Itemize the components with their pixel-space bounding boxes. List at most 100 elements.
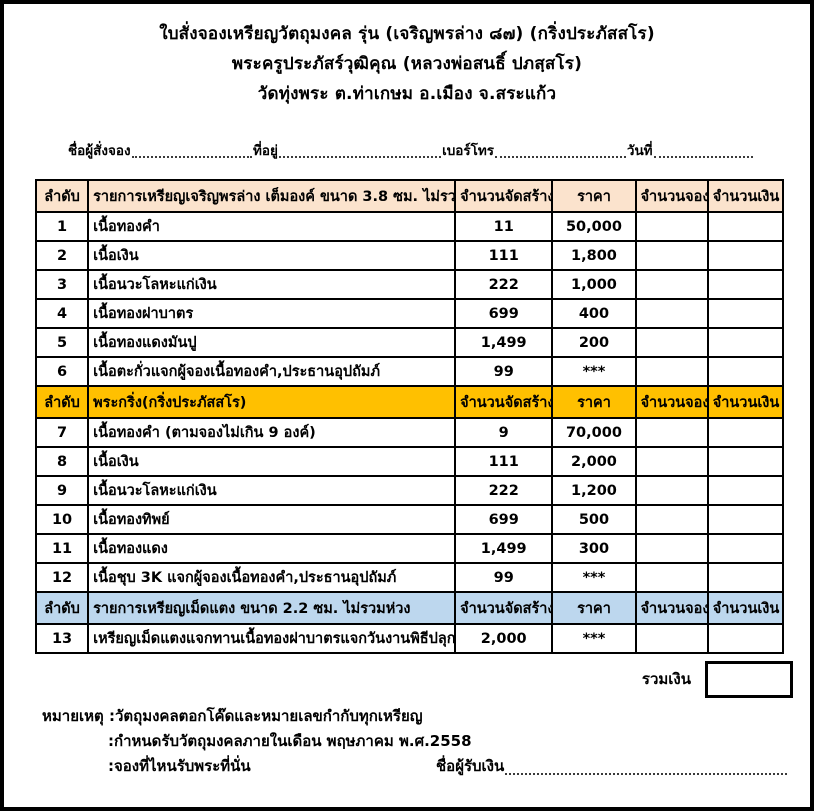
doc-title: ใบสั่งจองเหรียญวัตถุมงคล รุ่น (เจริญพรล่… — [159, 24, 655, 44]
total-amount-box — [705, 660, 793, 698]
row-no: 10 — [34, 504, 90, 535]
col-header-amount: จำนวนเงิน — [706, 385, 785, 419]
row-desc: เนื้อทองแดงมันปู — [87, 327, 457, 358]
col-header-qty: จำนวนจัดสร้าง — [454, 385, 554, 419]
row-price: *** — [551, 356, 637, 387]
row-order-blank — [634, 211, 709, 242]
table-row: 5 เนื้อทองแดงมันปู 1,499 200 — [34, 327, 785, 358]
table-row: 1 เนื้อทองคำ 11 50,000 — [34, 211, 785, 242]
row-order-blank — [634, 533, 709, 564]
total-label: รวมเงิน — [641, 670, 691, 688]
col-header-qty: จำนวนจัดสร้าง — [454, 179, 554, 213]
table-row: 9 เนื้อนวะโลหะแก่เงิน 222 1,200 — [34, 475, 785, 506]
document-header: ใบสั่งจองเหรียญวัตถุมงคล รุ่น (เจริญพรล่… — [4, 4, 810, 109]
buyer-name-label: ชื่อผู้สั่งจอง — [68, 143, 131, 159]
section3-header-row: ลำดับ รายการเหรียญเม็ดแตง ขนาด 2.2 ซม. ไ… — [34, 591, 785, 625]
row-order-blank — [634, 446, 709, 477]
receiver-line: ชื่อผู้รับเงิน — [436, 756, 788, 778]
row-qty: 222 — [454, 269, 554, 300]
row-order-blank — [634, 269, 709, 300]
col-header-order: จำนวนจอง — [634, 385, 709, 419]
row-no: 9 — [34, 475, 90, 506]
row-desc: เนื้อทองคำ (ตามจองไม่เกิน 9 องค์) — [87, 417, 457, 448]
row-desc: เนื้อชุบ 3K แจกผู้จองเนื้อทองคำ,ประธานอุ… — [87, 562, 457, 593]
date-label: วันที่ — [626, 143, 653, 159]
row-qty: 1,499 — [454, 533, 554, 564]
row-desc: เนื้อทองทิพย์ — [87, 504, 457, 535]
row-amount-blank — [706, 533, 785, 564]
table-row: 4 เนื้อทองฝาบาตร 699 400 — [34, 298, 785, 329]
row-no: 11 — [34, 533, 90, 564]
receiver-blank — [505, 765, 787, 775]
row-qty: 9 — [454, 417, 554, 448]
row-desc: เนื้อทองคำ — [87, 211, 457, 242]
row-qty: 699 — [454, 504, 554, 535]
row-price: 400 — [551, 298, 637, 329]
row-order-blank — [634, 298, 709, 329]
row-qty: 99 — [454, 356, 554, 387]
row-price: 500 — [551, 504, 637, 535]
row-order-blank — [634, 562, 709, 593]
row-price: 1,200 — [551, 475, 637, 506]
address-blank — [278, 148, 442, 158]
table-row: 2 เนื้อเงิน 111 1,800 — [34, 240, 785, 271]
col-header-amount: จำนวนเงิน — [706, 179, 785, 213]
col-header-no: ลำดับ — [34, 591, 90, 625]
total-row: รวมเงิน — [4, 660, 810, 698]
address-label: ที่อยู่ — [252, 143, 278, 159]
phone-label: เบอร์โทร — [442, 143, 495, 159]
buyer-info-line: ชื่อผู้สั่งจอง ที่อยู่ เบอร์โทร วันที่ — [68, 139, 754, 161]
row-amount-blank — [706, 240, 785, 271]
row-price: 200 — [551, 327, 637, 358]
row-desc: เนื้อเงิน — [87, 240, 457, 271]
row-desc: เหรียญเม็ดแตงแจกทานเนื้อทองฝาบาตรแจกวันง… — [87, 623, 457, 654]
col-header-no: ลำดับ — [34, 385, 90, 419]
col-header-no: ลำดับ — [34, 179, 90, 213]
col-header-price: ราคา — [551, 591, 637, 625]
row-qty: 111 — [454, 240, 554, 271]
row-no: 8 — [34, 446, 90, 477]
section2-header-row: ลำดับ พระกริ่ง(กริ่งประภัสสโร) จำนวนจัดส… — [34, 385, 785, 419]
col-header-order: จำนวนจอง — [634, 591, 709, 625]
row-order-blank — [634, 504, 709, 535]
row-price: 300 — [551, 533, 637, 564]
table-row: 13 เหรียญเม็ดแตงแจกทานเนื้อทองฝาบาตรแจกว… — [34, 623, 785, 654]
col-header-price: ราคา — [551, 179, 637, 213]
row-desc: เนื้อเงิน — [87, 446, 457, 477]
note-line-3: :จองที่ไหนรับพระที่นั่น — [108, 757, 251, 775]
row-qty: 1,499 — [454, 327, 554, 358]
row-order-blank — [634, 475, 709, 506]
doc-subtitle-monk: พระครูประภัสร์วุฒิคุณ (หลวงพ่อสนธิ์ ปภสฺ… — [231, 54, 583, 74]
row-price: *** — [551, 562, 637, 593]
row-price: 1,800 — [551, 240, 637, 271]
row-price: *** — [551, 623, 637, 654]
row-no: 2 — [34, 240, 90, 271]
row-no: 13 — [34, 623, 90, 654]
section1-header-row: ลำดับ รายการเหรียญเจริญพรล่าง เต็มองค์ ข… — [34, 179, 785, 213]
row-desc: เนื้อทองแดง — [87, 533, 457, 564]
buyer-name-blank — [131, 148, 252, 158]
note-line-1: หมายเหตุ :วัตถุมงคลตอกโค๊ดและหมายเลขกำกั… — [42, 707, 423, 725]
row-amount-blank — [706, 327, 785, 358]
doc-subtitle-temple: วัดทุ่งพระ ต.ท่าเกษม อ.เมือง จ.สระแก้ว — [257, 84, 557, 104]
row-amount-blank — [706, 269, 785, 300]
row-amount-blank — [706, 356, 785, 387]
row-no: 7 — [34, 417, 90, 448]
row-order-blank — [634, 327, 709, 358]
row-price: 2,000 — [551, 446, 637, 477]
row-no: 6 — [34, 356, 90, 387]
col-header-price: ราคา — [551, 385, 637, 419]
col-header-amount: จำนวนเงิน — [706, 591, 785, 625]
row-amount-blank — [706, 562, 785, 593]
row-qty: 2,000 — [454, 623, 554, 654]
table-row: 7 เนื้อทองคำ (ตามจองไม่เกิน 9 องค์) 9 70… — [34, 417, 785, 448]
row-no: 12 — [34, 562, 90, 593]
col-header-desc: รายการเหรียญเม็ดแตง ขนาด 2.2 ซม. ไม่รวมห… — [87, 591, 457, 625]
row-no: 5 — [34, 327, 90, 358]
row-amount-blank — [706, 475, 785, 506]
table-row: 8 เนื้อเงิน 111 2,000 — [34, 446, 785, 477]
row-amount-blank — [706, 504, 785, 535]
note-line-2: :กำหนดรับวัตถุมงคลภายในเดือน พฤษภาคม พ.ศ… — [108, 732, 472, 750]
order-table: ลำดับ รายการเหรียญเจริญพรล่าง เต็มองค์ ข… — [34, 179, 785, 654]
table-row: 11 เนื้อทองแดง 1,499 300 — [34, 533, 785, 564]
